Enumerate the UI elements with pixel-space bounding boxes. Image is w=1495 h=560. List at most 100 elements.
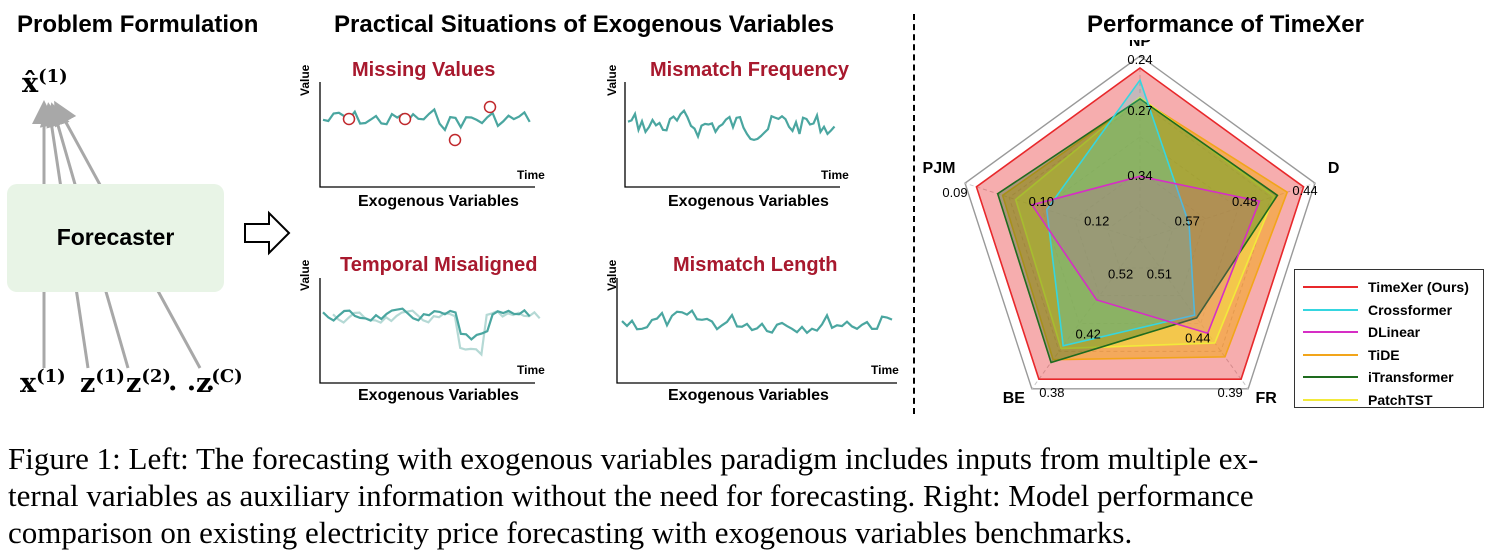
input-ellipsis-sym: . . .: [168, 366, 215, 397]
panel-temporal-misaligned-title: Temporal Misaligned: [340, 254, 538, 276]
legend-swatch: [1303, 398, 1358, 401]
caption-line-3: comparison on existing electricity price…: [8, 515, 1133, 550]
panel-2-caption: Exogenous Variables: [668, 193, 829, 210]
radar-series-patchtst: [1014, 96, 1276, 350]
panel-1-axes: [319, 82, 535, 188]
panel-4-axes: [616, 278, 897, 384]
panel-2-axes: [624, 82, 840, 188]
radar-chart: NP DE FR BE PJM 0.24 0.27 0.34 0.44 0.48 0.57 0.39 0…: [923, 40, 1340, 407]
input-x1: x(1): [20, 366, 66, 399]
legend-label: PatchTST: [1368, 391, 1433, 408]
caption-line-1: Figure 1: Left: The forecasting with exo…: [8, 441, 1259, 476]
radar-rim: [964, 55, 1316, 390]
radar-value-label: 0.10: [1029, 194, 1054, 209]
panel-1-series: [322, 107, 531, 132]
missing-value-marker: [398, 112, 412, 126]
panel-4-series: [621, 308, 893, 335]
legend-item: PatchTST: [1303, 389, 1433, 411]
output-symbol-base: x̂: [22, 68, 39, 99]
panel-2-ylabel: Value: [605, 64, 619, 96]
radar-value-label: 0.44: [1292, 183, 1317, 198]
input-z2: z(2): [126, 366, 171, 399]
panel-3-axes: [319, 278, 535, 384]
legend-item: iTransformer: [1303, 366, 1454, 388]
input-z1-sym: z: [80, 368, 96, 399]
radar-value-label: 0.51: [1147, 267, 1172, 282]
legend-label: TimeXer (Ours): [1368, 279, 1469, 295]
legend-item: TiDE: [1303, 344, 1400, 366]
input-zc: z(C): [196, 366, 243, 399]
mini-charts-canvas: [319, 82, 897, 384]
input-zc-sup: (C): [211, 366, 243, 387]
output-symbol: x̂(1): [22, 66, 68, 99]
radar-series-dlinear: [1030, 175, 1261, 335]
right-arrow-icon: [244, 210, 291, 256]
radar-axis-label-pjm: PJM: [923, 160, 956, 177]
section-divider: [913, 14, 915, 414]
radar-axis-label-np: NP: [1129, 40, 1152, 50]
legend-item: TimeXer (Ours): [1303, 276, 1469, 298]
radar-series-itransformer: [996, 97, 1279, 364]
panel-1-xlabel: Time: [517, 168, 545, 182]
input-z1: z(1): [80, 366, 125, 399]
legend-swatch: [1303, 286, 1358, 288]
radar-value-label: 0.27: [1127, 103, 1152, 118]
panel-3-caption: Exogenous Variables: [358, 387, 519, 404]
radar-value-label: 0.48: [1232, 194, 1257, 209]
panel-mismatch-frequency-title: Mismatch Frequency: [650, 59, 849, 81]
performance-title: Performance of TimeXer: [1087, 11, 1364, 38]
input-z2-sup: (2): [141, 366, 171, 387]
radar-value-label: 0.52: [1108, 267, 1133, 282]
radar-series-crossformer: [1045, 78, 1196, 347]
input-z2-sym: z: [126, 368, 142, 399]
radar-series-tide: [1001, 97, 1289, 361]
problem-formulation-title: Problem Formulation: [17, 11, 259, 38]
panel-mismatch-length-title: Mismatch Length: [673, 254, 838, 276]
radar-value-label: 0.24: [1127, 52, 1152, 67]
panel-missing-values-title: Missing Values: [352, 59, 496, 81]
panel-2-xlabel: Time: [821, 168, 849, 182]
legend-swatch: [1303, 331, 1358, 333]
radar-value-label: 0.34: [1127, 168, 1152, 183]
legend-label: iTransformer: [1368, 369, 1454, 385]
panel-3-series: [322, 307, 531, 341]
panel-4-ylabel: Value: [605, 259, 619, 291]
panel-3-ylabel: Value: [298, 259, 312, 291]
radar-axis-label-be: BE: [1003, 390, 1026, 407]
legend-label: DLinear: [1368, 324, 1421, 340]
radar-legend: TimeXer (Ours) Crossformer DLinear TiDE iTra…: [1294, 269, 1484, 408]
legend-item: Crossformer: [1303, 299, 1452, 321]
radar-axis-label-fr: FR: [1255, 390, 1277, 407]
panel-4-xlabel: Time: [871, 363, 899, 377]
radar-value-label: 0.42: [1076, 326, 1101, 341]
legend-swatch: [1303, 308, 1358, 311]
input-x1-sym: x: [20, 368, 37, 399]
radar-value-label: 0.57: [1175, 213, 1200, 228]
legend-label: Crossformer: [1368, 301, 1453, 318]
missing-value-marker: [342, 112, 356, 126]
missing-value-marker: [448, 133, 462, 147]
panel-2-series: [627, 108, 836, 142]
forecaster-label: Forecaster: [56, 224, 175, 250]
input-zc-sym: z: [196, 368, 212, 399]
radar-value-label: 0.44: [1185, 330, 1210, 345]
panel-1-ylabel: Value: [298, 64, 312, 96]
legend-item: DLinear: [1303, 321, 1420, 343]
forecaster-box: [7, 184, 224, 292]
output-symbol-sup: (1): [38, 66, 68, 87]
panel-1-caption: Exogenous Variables: [358, 193, 519, 210]
radar-value-label: 0.38: [1039, 385, 1064, 400]
practical-situations-title: Practical Situations of Exogenous Variab…: [334, 11, 835, 38]
input-ellipsis: . . .: [168, 366, 215, 397]
missing-value-marker: [483, 100, 497, 114]
input-x1-sup: (1): [36, 366, 66, 387]
radar-value-label: 0.12: [1084, 213, 1109, 228]
radar-value-label: 0.39: [1217, 385, 1242, 400]
radar-axis-label-de: DE: [1328, 160, 1340, 177]
panel-4-caption: Exogenous Variables: [668, 387, 829, 404]
legend-swatch: [1303, 353, 1358, 356]
caption-line-2: ternal variables as auxiliary informatio…: [8, 478, 1254, 513]
panel-3-xlabel: Time: [517, 363, 545, 377]
legend-label: TiDE: [1368, 346, 1400, 363]
radar-value-label: 0.09: [942, 185, 967, 200]
